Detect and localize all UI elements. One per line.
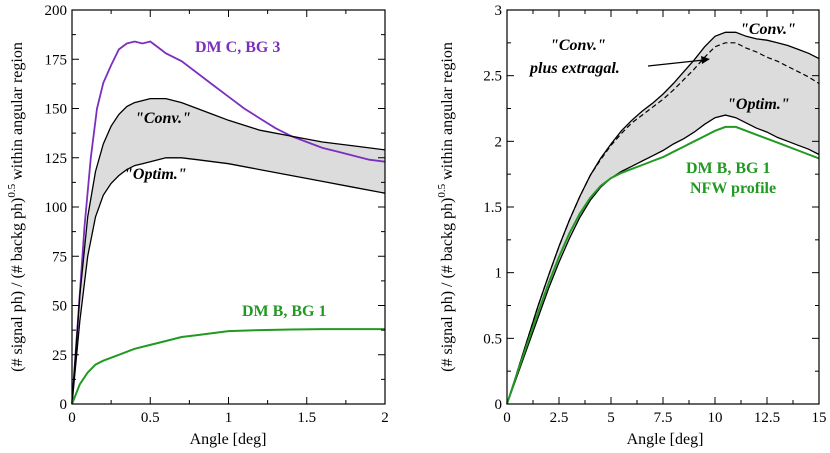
series-line-optim <box>71 157 386 405</box>
x-tick-label: 2.5 <box>550 410 569 426</box>
y-tick-label: 0 <box>60 397 68 413</box>
annotation-arrowhead <box>701 56 710 64</box>
x-tick-label: 0.5 <box>141 410 160 426</box>
y-tick-label: 1 <box>495 266 503 282</box>
series-line-conv <box>71 97 386 405</box>
series-line-dm-c-bg3 <box>71 40 386 405</box>
y-axis-title-tail: within angular region <box>439 42 456 184</box>
x-tick-label: 0 <box>503 410 511 426</box>
annotation-dm-b-bg1: DM B, BG 1 <box>242 303 326 320</box>
y-axis-title-exponent: 0.5 <box>436 183 448 197</box>
y-axis-title: (# signal ph) / (# backg ph)0.5 within a… <box>436 42 456 372</box>
y-tick-label: 25 <box>52 348 67 364</box>
annotation-dm-c-bg3: DM C, BG 3 <box>195 39 280 56</box>
annotation-dm-b-bg1: DM B, BG 1 <box>686 160 770 177</box>
y-axis-title-tail: within angular region <box>9 42 26 184</box>
annotation-optim: "Optim." <box>727 96 790 113</box>
y-axis-title-main: (# signal ph) / (# backg ph) <box>9 198 26 372</box>
x-tick-label: 1 <box>225 410 233 426</box>
x-axis-title: Angle [deg] <box>190 431 267 448</box>
annotation-conv: "Conv." <box>135 110 191 127</box>
axis-ticks: 0 0.5 1 1.5 2 0 25 50 75 100 125 150 175 200 <box>45 3 389 426</box>
x-axis-title: Angle [deg] <box>627 431 704 448</box>
x-tick-label: 2 <box>381 410 389 426</box>
annotation-arrow <box>647 59 705 67</box>
y-tick-label: 2 <box>495 134 503 150</box>
left-chart: 0 0.5 1 1.5 2 0 25 50 75 100 125 150 175 200 DM C, BG… <box>6 3 389 448</box>
x-tick-label: 7.5 <box>654 410 673 426</box>
annotation-plus-extragal: plus extragal. <box>528 60 620 77</box>
plot-frame <box>71 9 386 405</box>
y-tick-label: 0.5 <box>483 331 502 347</box>
series-line-optim <box>506 114 820 405</box>
y-tick-label: 175 <box>45 52 68 68</box>
y-axis-title: (# signal ph) / (# backg ph)0.5 within a… <box>6 42 26 372</box>
y-axis-title-main: (# signal ph) / (# backg ph) <box>439 198 456 372</box>
axis-ticks: 0 2.5 5 7.5 10 12.5 15 0 0.5 1 1.5 2 2.5 3 <box>483 3 826 426</box>
y-tick-label: 3 <box>495 3 503 19</box>
y-tick-label: 125 <box>45 151 68 167</box>
y-tick-label: 50 <box>52 299 67 315</box>
annotation-conv-top: "Conv." <box>740 21 796 38</box>
x-tick-label: 10 <box>708 410 723 426</box>
conv-optim-band <box>507 32 819 405</box>
conv-optim-band <box>72 98 385 404</box>
x-tick-label: 0 <box>68 410 76 426</box>
series-line-dm-b-bg1 <box>71 328 385 405</box>
y-tick-label: 1.5 <box>483 200 502 216</box>
y-axis-title-exponent: 0.5 <box>6 183 18 197</box>
y-tick-label: 100 <box>45 200 68 216</box>
y-tick-label: 75 <box>52 249 67 265</box>
right-chart: 0 2.5 5 7.5 10 12.5 15 0 0.5 1 1.5 2 2.5 3 "Conv." "C… <box>436 3 827 448</box>
y-tick-label: 0 <box>495 397 503 413</box>
y-tick-label: 150 <box>45 102 68 118</box>
y-tick-label: 2.5 <box>483 69 502 85</box>
series-line-dm-b-nfw <box>506 125 820 405</box>
annotation-nfw-profile: NFW profile <box>690 180 776 197</box>
x-tick-label: 15 <box>812 410 827 426</box>
x-tick-label: 5 <box>607 410 615 426</box>
annotation-conv-extragal: "Conv." <box>550 37 606 54</box>
annotation-optim: "Optim." <box>124 166 187 183</box>
y-tick-label: 200 <box>45 3 68 19</box>
series-line-conv-extragal <box>506 42 820 405</box>
x-tick-label: 12.5 <box>754 410 780 426</box>
x-tick-label: 1.5 <box>297 410 316 426</box>
